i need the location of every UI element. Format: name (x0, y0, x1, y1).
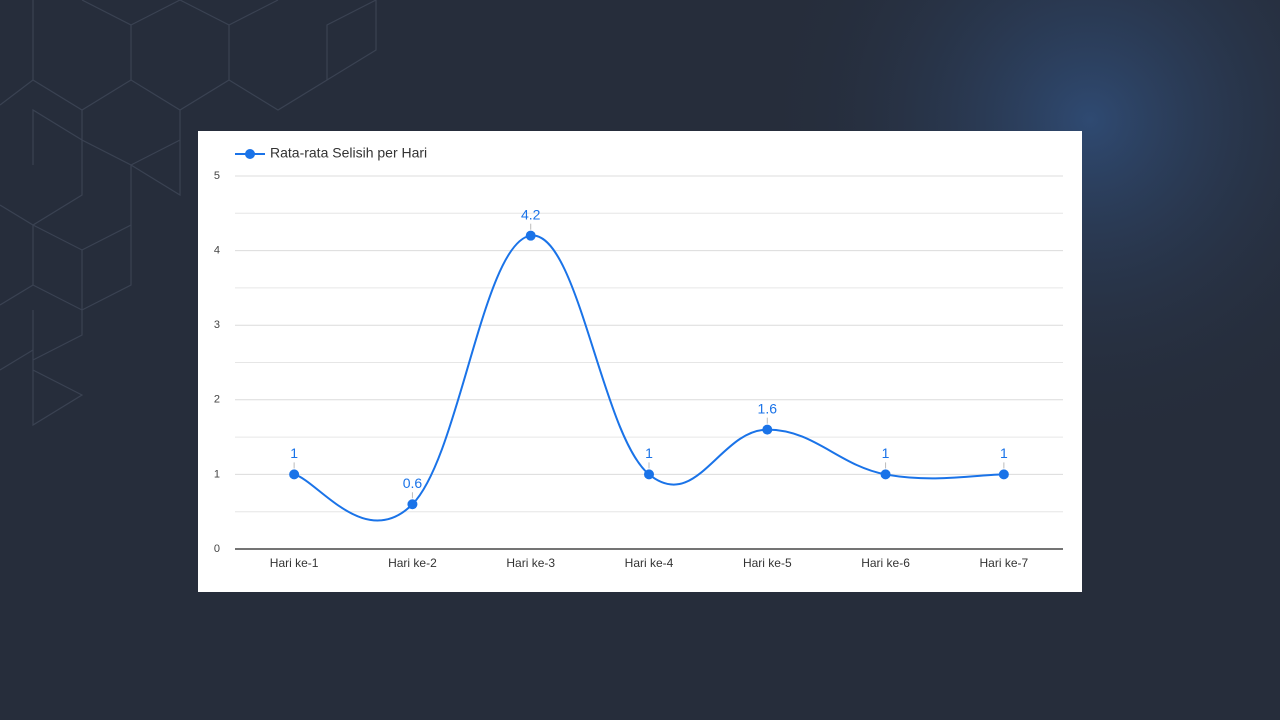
x-tick-label: Hari ke-6 (861, 556, 910, 570)
legend-label: Rata-rata Selisih per Hari (270, 145, 427, 161)
chart: Rata-rata Selisih per Hari 0 1 2 3 4 5 Hari ke… (198, 131, 1082, 592)
y-tick-label: 1 (214, 468, 220, 480)
chart-panel (198, 131, 1082, 592)
data-label: 4.2 (521, 206, 541, 222)
data-point (762, 424, 773, 435)
x-tick-label: Hari ke-4 (625, 556, 674, 570)
y-tick-label: 5 (214, 170, 220, 182)
data-point (525, 230, 536, 241)
legend-marker (245, 149, 255, 159)
data-label: 1.6 (758, 400, 778, 416)
data-point (407, 499, 418, 510)
y-tick-label: 4 (214, 245, 220, 257)
data-point (998, 469, 1009, 480)
data-label: 0.6 (403, 475, 423, 491)
x-tick-label: Hari ke-2 (388, 556, 437, 570)
data-point (644, 469, 654, 480)
y-tick-label: 3 (214, 319, 220, 331)
data-label: 1 (645, 445, 653, 461)
x-tick-label: Hari ke-5 (743, 556, 792, 570)
data-point (880, 469, 891, 480)
data-point (289, 469, 300, 480)
data-label: 1 (1000, 445, 1008, 461)
x-tick-label: Hari ke-1 (270, 556, 319, 570)
x-tick-label: Hari ke-7 (980, 556, 1029, 570)
data-label: 1 (882, 445, 890, 461)
x-tick-label: Hari ke-3 (506, 556, 555, 570)
data-label: 1 (290, 445, 298, 461)
y-tick-label: 2 (214, 394, 220, 406)
y-tick-label: 0 (214, 543, 220, 555)
hex-pattern (0, 0, 377, 427)
